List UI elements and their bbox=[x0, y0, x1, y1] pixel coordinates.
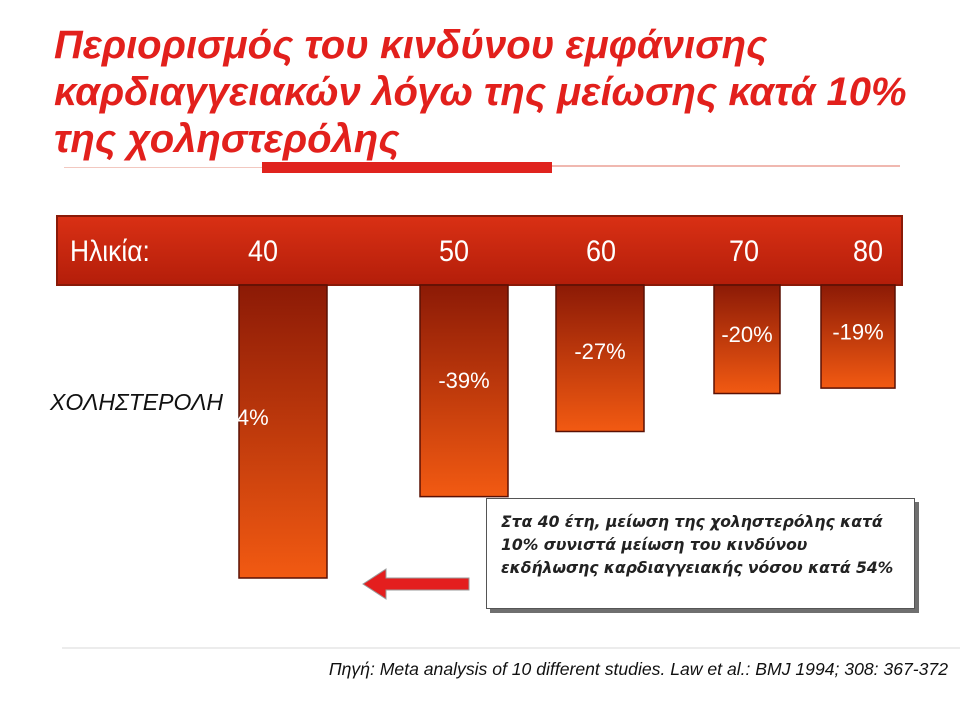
x-tick-label-60: 60 bbox=[585, 235, 617, 268]
title-underline-accent bbox=[262, 162, 552, 173]
left-arrow-icon bbox=[362, 568, 470, 600]
source-citation: Πηγή: Meta analysis of 10 different stud… bbox=[328, 659, 948, 679]
note-text: Στα 40 έτη, μείωση της χοληστερόλης κατά… bbox=[501, 513, 894, 577]
slide-title: Περιορισμός του κινδύνου εμφάνισης καρδι… bbox=[54, 23, 907, 161]
x-tick-label-70: 70 bbox=[728, 235, 760, 268]
bar-age-50 bbox=[419, 284, 509, 498]
title-underline-left bbox=[64, 167, 262, 168]
data-label-age-70: -20% bbox=[721, 322, 772, 347]
bar-age-70 bbox=[713, 284, 781, 395]
x-tick-label-40: 40 bbox=[247, 235, 279, 268]
x-axis-label: Ηλικία: bbox=[70, 235, 150, 268]
x-tick-label-80: 80 bbox=[852, 235, 884, 268]
footer-divider bbox=[62, 647, 960, 649]
note-box: Στα 40 έτη, μείωση της χοληστερόλης κατά… bbox=[486, 498, 915, 609]
data-label-age-60: -27% bbox=[574, 339, 625, 364]
x-tick-label-50: 50 bbox=[438, 235, 470, 268]
title-underline-right bbox=[552, 165, 900, 167]
data-label-age-80: -19% bbox=[832, 319, 883, 344]
bar-age-40 bbox=[238, 284, 328, 579]
bar-age-80 bbox=[820, 284, 896, 389]
y-axis-label: ΧΟΛΗΣΤΕΡΟΛΗ bbox=[50, 389, 224, 415]
data-label-age-50: -39% bbox=[438, 368, 489, 393]
data-label-age-40: -54% bbox=[217, 405, 268, 430]
bar-age-60 bbox=[555, 284, 645, 433]
